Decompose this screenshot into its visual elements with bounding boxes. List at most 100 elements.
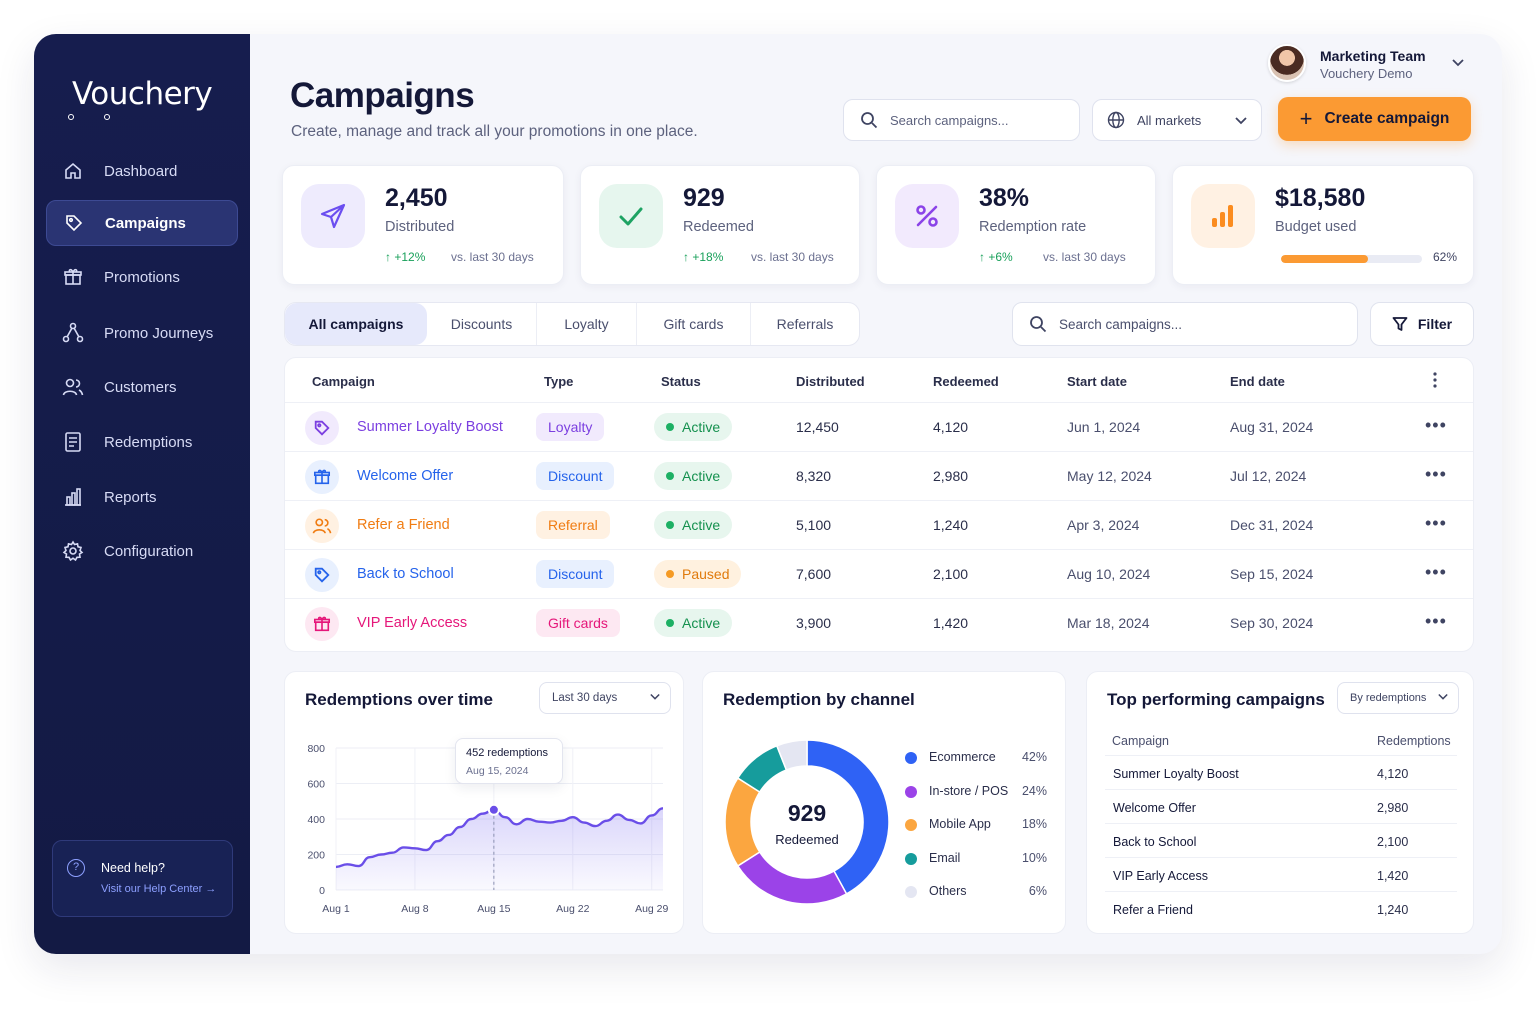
column-header-redeemed[interactable]: Redeemed <box>933 374 999 389</box>
list-item[interactable]: VIP Early Access 1,420 <box>1105 857 1457 891</box>
more-options-icon[interactable]: ••• <box>1425 513 1447 533</box>
table-row[interactable]: Summer Loyalty Boost Loyalty Active 12,4… <box>285 402 1473 451</box>
more-options-icon[interactable]: ••• <box>1425 562 1447 582</box>
tab-all-campaigns[interactable]: All campaigns <box>285 303 427 345</box>
start-date-cell: Apr 3, 2024 <box>1067 517 1140 533</box>
tag-icon <box>305 411 339 445</box>
sidebar-item-promotions[interactable]: Promotions <box>46 254 238 300</box>
kpi-label: Distributed <box>385 219 455 235</box>
users-icon <box>305 509 339 543</box>
help-center-link[interactable]: Visit our Help Center → <box>101 883 217 895</box>
donut-slice-ecommerce[interactable] <box>806 739 890 895</box>
kpi-delta: ↑ +6% <box>979 250 1013 264</box>
sidebar-item-campaigns[interactable]: Campaigns <box>46 200 238 246</box>
help-card[interactable]: ? Need help? Visit our Help Center → <box>52 840 233 917</box>
column-options-icon[interactable] <box>1433 372 1437 393</box>
y-tick-label: 800 <box>307 743 325 755</box>
sidebar-item-customers[interactable]: Customers <box>46 364 238 410</box>
gift-icon <box>305 607 339 641</box>
redemptions-over-time-card: Redemptions over time Last 30 days 0 200 4… <box>284 671 684 934</box>
campaign-name-link[interactable]: Summer Loyalty Boost <box>357 419 503 435</box>
column-header-status[interactable]: Status <box>661 374 701 389</box>
plus-icon: + <box>1299 106 1313 131</box>
user-name: Marketing Team <box>1320 48 1426 64</box>
status-dot <box>666 570 674 578</box>
kpi-label: Budget used <box>1275 219 1357 235</box>
status-badge: Active <box>654 462 733 490</box>
more-options-icon[interactable]: ••• <box>1425 464 1447 484</box>
date-range-select[interactable]: Last 30 days <box>539 682 671 714</box>
sidebar-item-label: Promotions <box>104 268 180 286</box>
column-header-start-date[interactable]: Start date <box>1067 374 1127 389</box>
check-icon <box>599 184 663 248</box>
table-search-input[interactable]: Search campaigns... <box>1012 302 1358 346</box>
tab-referrals[interactable]: Referrals <box>776 316 834 332</box>
sidebar-item-promo-journeys[interactable]: Promo Journeys <box>46 310 238 356</box>
markets-select[interactable]: All markets <box>1092 99 1262 141</box>
status-label: Active <box>682 419 721 435</box>
globe-icon <box>1107 111 1125 129</box>
list-item[interactable]: Summer Loyalty Boost 4,120 <box>1105 755 1457 789</box>
kpi-value: 2,450 <box>385 184 448 212</box>
redeemed-cell: 2,980 <box>933 468 969 484</box>
arrow-up-icon: ↑ <box>683 250 689 264</box>
table-row[interactable]: Refer a Friend Referral Active 5,100 1,2… <box>285 500 1473 549</box>
column-header-campaign[interactable]: Campaign <box>312 374 375 389</box>
create-campaign-button[interactable]: + Create campaign <box>1278 97 1471 141</box>
start-date-cell: Jun 1, 2024 <box>1067 419 1141 435</box>
donut-slice-others[interactable] <box>775 739 808 771</box>
column-header-end-date[interactable]: End date <box>1230 374 1285 389</box>
column-header-type[interactable]: Type <box>544 374 574 389</box>
tab-loyalty[interactable]: Loyalty <box>537 303 637 345</box>
redemption-by-channel-card: Redemption by channel 929 Redeemed Ecomm… <box>702 671 1066 934</box>
campaign-name-link[interactable]: Welcome Offer <box>357 468 454 484</box>
card-title: Redemptions over time <box>305 690 493 709</box>
send-icon <box>301 184 365 248</box>
donut-slice-in-store-pos[interactable] <box>736 850 848 905</box>
legend-value: 24% <box>1021 783 1047 798</box>
header-search-input[interactable]: Search campaigns... <box>843 99 1080 141</box>
sidebar-item-reports[interactable]: Reports <box>46 474 238 520</box>
tab-discounts[interactable]: Discounts <box>427 303 537 345</box>
type-badge: Referral <box>536 511 610 539</box>
table-row[interactable]: VIP Early Access Gift cards Active 3,900… <box>285 598 1473 647</box>
kpi-label: Redeemed <box>683 219 754 235</box>
status-dot <box>666 521 674 529</box>
sidebar-item-redemptions[interactable]: Redemptions <box>46 419 238 465</box>
campaigns-table: Campaign Type Status Distributed Redeeme… <box>284 357 1474 652</box>
tab-gift-cards[interactable]: Gift cards <box>637 303 751 345</box>
column-header-distributed[interactable]: Distributed <box>796 374 865 389</box>
campaign-name-link[interactable]: Back to School <box>357 566 454 582</box>
chart-tooltip: 452 redemptions Aug 15, 2024 <box>455 738 563 784</box>
campaign-name-link[interactable]: VIP Early Access <box>357 615 468 631</box>
type-badge: Discount <box>536 560 615 588</box>
filter-button[interactable]: Filter <box>1370 302 1474 346</box>
user-menu[interactable]: Marketing Team Vouchery Demo <box>1268 44 1464 84</box>
legend-label: Email <box>929 850 961 865</box>
brand-logo[interactable]: Vouchery <box>68 76 213 120</box>
sidebar-item-configuration[interactable]: Configuration <box>46 528 238 574</box>
tooltip-date: Aug 15, 2024 <box>466 765 529 777</box>
legend-swatch <box>905 852 917 865</box>
sidebar-item-dashboard[interactable]: Dashboard <box>46 148 238 194</box>
sidebar-item-label: Campaigns <box>105 214 186 232</box>
gift-icon <box>305 460 339 494</box>
list-item[interactable]: Welcome Offer 2,980 <box>1105 789 1457 823</box>
more-options-icon[interactable]: ••• <box>1425 415 1447 435</box>
journey-icon <box>62 322 84 344</box>
table-row[interactable]: Back to School Discount Paused 7,600 2,1… <box>285 549 1473 598</box>
list-item[interactable]: Back to School 2,100 <box>1105 823 1457 857</box>
campaign-name-link[interactable]: Refer a Friend <box>357 517 450 533</box>
kpi-value: 38% <box>979 184 1030 212</box>
end-date-cell: Aug 31, 2024 <box>1230 419 1314 435</box>
table-row[interactable]: Welcome Offer Discount Active 8,320 2,98… <box>285 451 1473 500</box>
more-options-icon[interactable]: ••• <box>1425 611 1447 631</box>
budget-progress-fill <box>1281 255 1369 263</box>
x-tick-label: Aug 29 <box>635 903 668 915</box>
list-item[interactable]: Refer a Friend 1,240 <box>1105 891 1457 925</box>
top-campaigns-card: Top performing campaigns By redemptions … <box>1086 671 1474 934</box>
redemptions-value: 2,100 <box>1377 835 1409 849</box>
campaign-name: Back to School <box>1113 835 1197 849</box>
legend-label: Mobile App <box>929 817 991 831</box>
sort-select[interactable]: By redemptions <box>1337 682 1459 714</box>
